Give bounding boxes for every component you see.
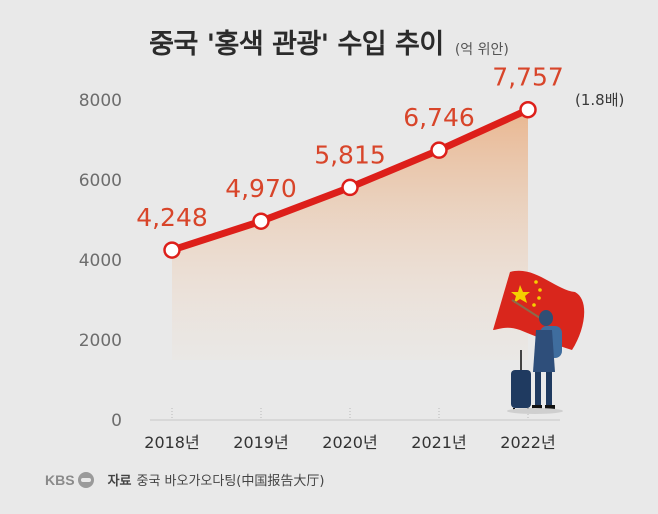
source-text: 중국 바오가오다팅(中国报告大厅) — [136, 474, 325, 489]
x-tick-label: 2021년 — [411, 433, 466, 452]
y-tick-label: 0 — [111, 411, 122, 431]
value-label: 7,757 — [492, 63, 564, 92]
title-block: 중국 '홍색 관광' 수입 추이 (억 위안) — [0, 22, 658, 61]
x-ticks — [171, 408, 529, 418]
footer: KBS 자료 중국 바오가오다팅(中国报告大厅) — [45, 470, 324, 489]
kbs-logo-icon — [77, 471, 94, 488]
kbs-logo-text: KBS — [45, 471, 75, 488]
unit-label: (억 위안) — [454, 41, 509, 58]
y-tick-labels: 0 2000 4000 6000 8000 — [79, 91, 122, 431]
value-label: 4,248 — [136, 203, 208, 232]
data-point — [430, 141, 448, 159]
value-labels: 4,248 4,970 5,815 6,746 7,757 — [136, 63, 564, 232]
y-tick-label: 2000 — [79, 331, 122, 351]
x-tick-labels: 2018년 2019년 2020년 2021년 2022년 — [144, 433, 555, 452]
traveler-flag-illustration — [493, 270, 585, 414]
x-tick-label: 2020년 — [322, 433, 377, 452]
area-path — [172, 109, 528, 360]
area-fill — [172, 109, 528, 360]
value-label: 6,746 — [403, 103, 475, 132]
points — [163, 100, 537, 259]
data-point — [341, 178, 359, 197]
value-label: 4,970 — [225, 174, 297, 203]
x-tick-label: 2022년 — [500, 433, 555, 452]
y-tick-label: 4000 — [79, 251, 122, 271]
x-tick-label: 2018년 — [144, 433, 199, 452]
data-point — [163, 241, 181, 259]
data-point — [252, 212, 270, 230]
y-tick-label: 8000 — [79, 91, 122, 111]
x-tick-label: 2019년 — [233, 433, 288, 452]
value-label: 5,815 — [314, 140, 386, 169]
data-point — [519, 100, 537, 119]
person-head-icon — [539, 310, 553, 326]
suitcase-icon — [511, 370, 531, 408]
multiplier-note: (1.8배) — [575, 91, 624, 109]
y-tick-label: 6000 — [79, 171, 122, 191]
chart-title: 중국 '홍색 관광' 수입 추이 — [149, 29, 444, 60]
kbs-logo: KBS — [45, 471, 94, 488]
source-label: 자료 — [107, 474, 132, 489]
